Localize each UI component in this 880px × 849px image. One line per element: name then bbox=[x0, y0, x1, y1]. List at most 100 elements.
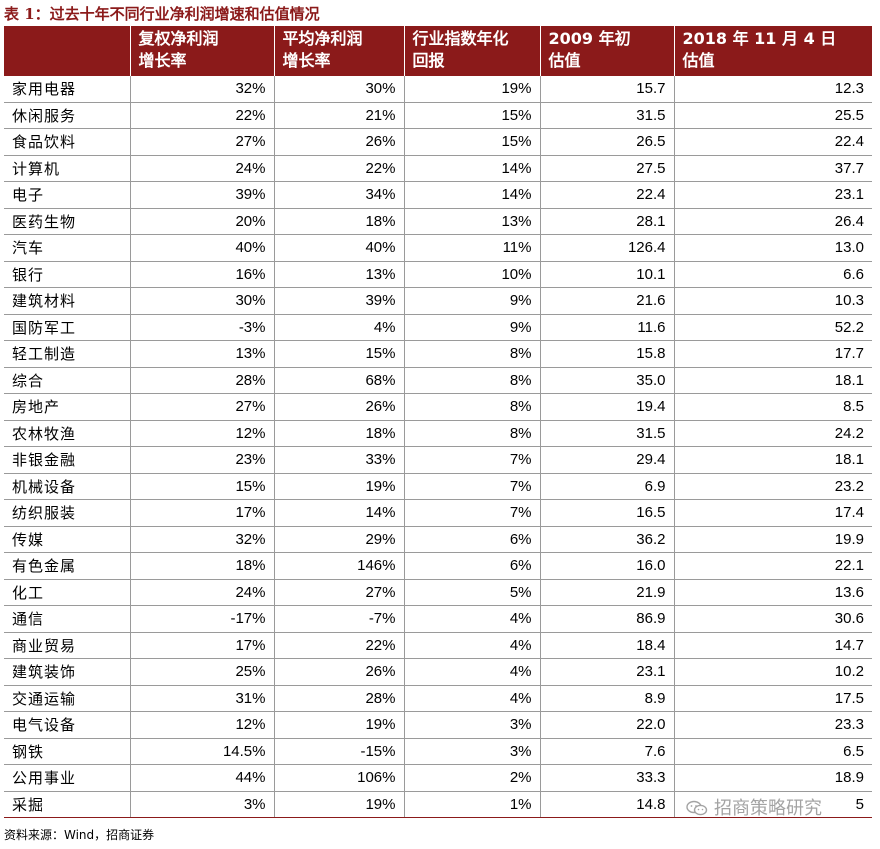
value-cell: 13% bbox=[273, 261, 404, 288]
value-cell: 27% bbox=[129, 393, 274, 421]
value-cell: 10.3 bbox=[673, 287, 872, 315]
industry-name-cell: 通信 bbox=[4, 605, 130, 633]
value-cell: 19% bbox=[403, 76, 540, 103]
value-cell: 26% bbox=[273, 393, 404, 421]
industry-name-cell: 医药生物 bbox=[4, 208, 130, 235]
value-cell: 13% bbox=[129, 340, 274, 368]
value-cell: 25% bbox=[129, 658, 274, 686]
value-cell: 11% bbox=[403, 234, 540, 262]
value-cell: 30% bbox=[273, 76, 404, 103]
value-cell: 10.1 bbox=[539, 261, 674, 288]
table-row: 建筑材料 30% 39% 9% 21.6 10.3 bbox=[4, 287, 872, 315]
value-cell: 23.3 bbox=[673, 711, 872, 739]
value-cell: 18% bbox=[273, 420, 404, 447]
table-row: 食品饮料 27% 26% 15% 26.5 22.4 bbox=[4, 128, 872, 156]
industry-name-cell: 公用事业 bbox=[4, 764, 130, 792]
value-cell: 9% bbox=[403, 287, 540, 315]
industry-name-cell: 钢铁 bbox=[4, 738, 130, 765]
value-cell: 17.4 bbox=[673, 499, 872, 527]
industry-name-cell: 家用电器 bbox=[4, 76, 130, 103]
value-cell: 16.5 bbox=[539, 499, 674, 527]
value-cell: 19% bbox=[273, 711, 404, 739]
value-cell: 15.8 bbox=[539, 340, 674, 368]
header-cell-industry bbox=[4, 26, 130, 76]
value-cell: 6.5 bbox=[673, 738, 872, 765]
industry-name-cell: 食品饮料 bbox=[4, 128, 130, 156]
table-row: 建筑装饰 25% 26% 4% 23.1 10.2 bbox=[4, 658, 872, 686]
industry-name-cell: 房地产 bbox=[4, 393, 130, 421]
industry-name-cell: 交通运输 bbox=[4, 685, 130, 712]
value-cell: 13.0 bbox=[673, 234, 872, 262]
value-cell: 15% bbox=[403, 102, 540, 129]
industry-name-cell: 国防军工 bbox=[4, 314, 130, 341]
industry-name-cell: 农林牧渔 bbox=[4, 420, 130, 447]
table-row: 传媒 32% 29% 6% 36.2 19.9 bbox=[4, 526, 872, 553]
value-cell: 7% bbox=[403, 446, 540, 474]
value-cell: 7% bbox=[403, 473, 540, 500]
header-cell-average-profit-growth: 平均净利润 增长率 bbox=[273, 26, 404, 76]
value-cell: 14% bbox=[273, 499, 404, 527]
value-cell: 146% bbox=[273, 552, 404, 580]
table-row: 家用电器 32% 30% 19% 15.7 12.3 bbox=[4, 76, 872, 103]
table-row: 公用事业 44% 106% 2% 33.3 18.9 bbox=[4, 764, 872, 792]
value-cell: -7% bbox=[273, 605, 404, 633]
value-cell: 19.4 bbox=[539, 393, 674, 421]
value-cell: 30% bbox=[129, 287, 274, 315]
value-cell: 10% bbox=[403, 261, 540, 288]
value-cell: 6% bbox=[403, 526, 540, 553]
value-cell: 26% bbox=[273, 128, 404, 156]
value-cell: 18.9 bbox=[673, 764, 872, 792]
value-cell: 6.9 bbox=[539, 473, 674, 500]
value-cell: 40% bbox=[273, 234, 404, 262]
value-cell: 19% bbox=[273, 473, 404, 500]
value-cell: 18% bbox=[129, 552, 274, 580]
wechat-icon bbox=[686, 797, 708, 816]
header-row: 复权净利润 增长率 平均净利润 增长率 行业指数年化 回报 2009 年初 估值… bbox=[4, 26, 872, 76]
table-row: 银行 16% 13% 10% 10.1 6.6 bbox=[4, 261, 872, 288]
value-cell: 35.0 bbox=[539, 367, 674, 394]
value-cell: 24.2 bbox=[673, 420, 872, 447]
industry-name-cell: 银行 bbox=[4, 261, 130, 288]
value-cell: 6% bbox=[403, 552, 540, 580]
value-cell: 4% bbox=[403, 658, 540, 686]
value-cell: 31% bbox=[129, 685, 274, 712]
value-cell: 12.3 bbox=[673, 76, 872, 103]
value-cell: -3% bbox=[129, 314, 274, 341]
value-cell: 12% bbox=[129, 711, 274, 739]
value-cell: 14% bbox=[403, 155, 540, 182]
industry-name-cell: 计算机 bbox=[4, 155, 130, 182]
value-cell: 29% bbox=[273, 526, 404, 553]
value-cell: -15% bbox=[273, 738, 404, 765]
industry-name-cell: 化工 bbox=[4, 579, 130, 606]
industry-name-cell: 休闲服务 bbox=[4, 102, 130, 129]
table-row: 农林牧渔 12% 18% 8% 31.5 24.2 bbox=[4, 420, 872, 447]
value-cell: 26% bbox=[273, 658, 404, 686]
value-cell: 68% bbox=[273, 367, 404, 394]
watermark-text: 招商策略研究 bbox=[714, 798, 822, 819]
value-cell: 52.2 bbox=[673, 314, 872, 341]
value-cell: 8% bbox=[403, 367, 540, 394]
value-cell: 1% bbox=[403, 791, 540, 818]
table-row: 交通运输 31% 28% 4% 8.9 17.5 bbox=[4, 685, 872, 712]
value-cell: 17.5 bbox=[673, 685, 872, 712]
table-row: 纺织服装 17% 14% 7% 16.5 17.4 bbox=[4, 499, 872, 527]
value-cell: 16% bbox=[129, 261, 274, 288]
value-cell: 17% bbox=[129, 499, 274, 527]
value-cell: 8.5 bbox=[673, 393, 872, 421]
value-cell: 23.1 bbox=[539, 658, 674, 686]
value-cell: 19.9 bbox=[673, 526, 872, 553]
table-row: 轻工制造 13% 15% 8% 15.8 17.7 bbox=[4, 340, 872, 368]
value-cell: 22% bbox=[129, 102, 274, 129]
industry-name-cell: 建筑材料 bbox=[4, 287, 130, 315]
value-cell: 86.9 bbox=[539, 605, 674, 633]
value-cell: 15% bbox=[273, 340, 404, 368]
value-cell: 23.1 bbox=[673, 181, 872, 209]
value-cell: 25.5 bbox=[673, 102, 872, 129]
table-row: 综合 28% 68% 8% 35.0 18.1 bbox=[4, 367, 872, 394]
value-cell: 27.5 bbox=[539, 155, 674, 182]
value-cell: 14.5% bbox=[129, 738, 274, 765]
value-cell: 15% bbox=[129, 473, 274, 500]
table-row: 商业贸易 17% 22% 4% 18.4 14.7 bbox=[4, 632, 872, 659]
table-row: 非银金融 23% 33% 7% 29.4 18.1 bbox=[4, 446, 872, 474]
value-cell: 3% bbox=[403, 711, 540, 739]
